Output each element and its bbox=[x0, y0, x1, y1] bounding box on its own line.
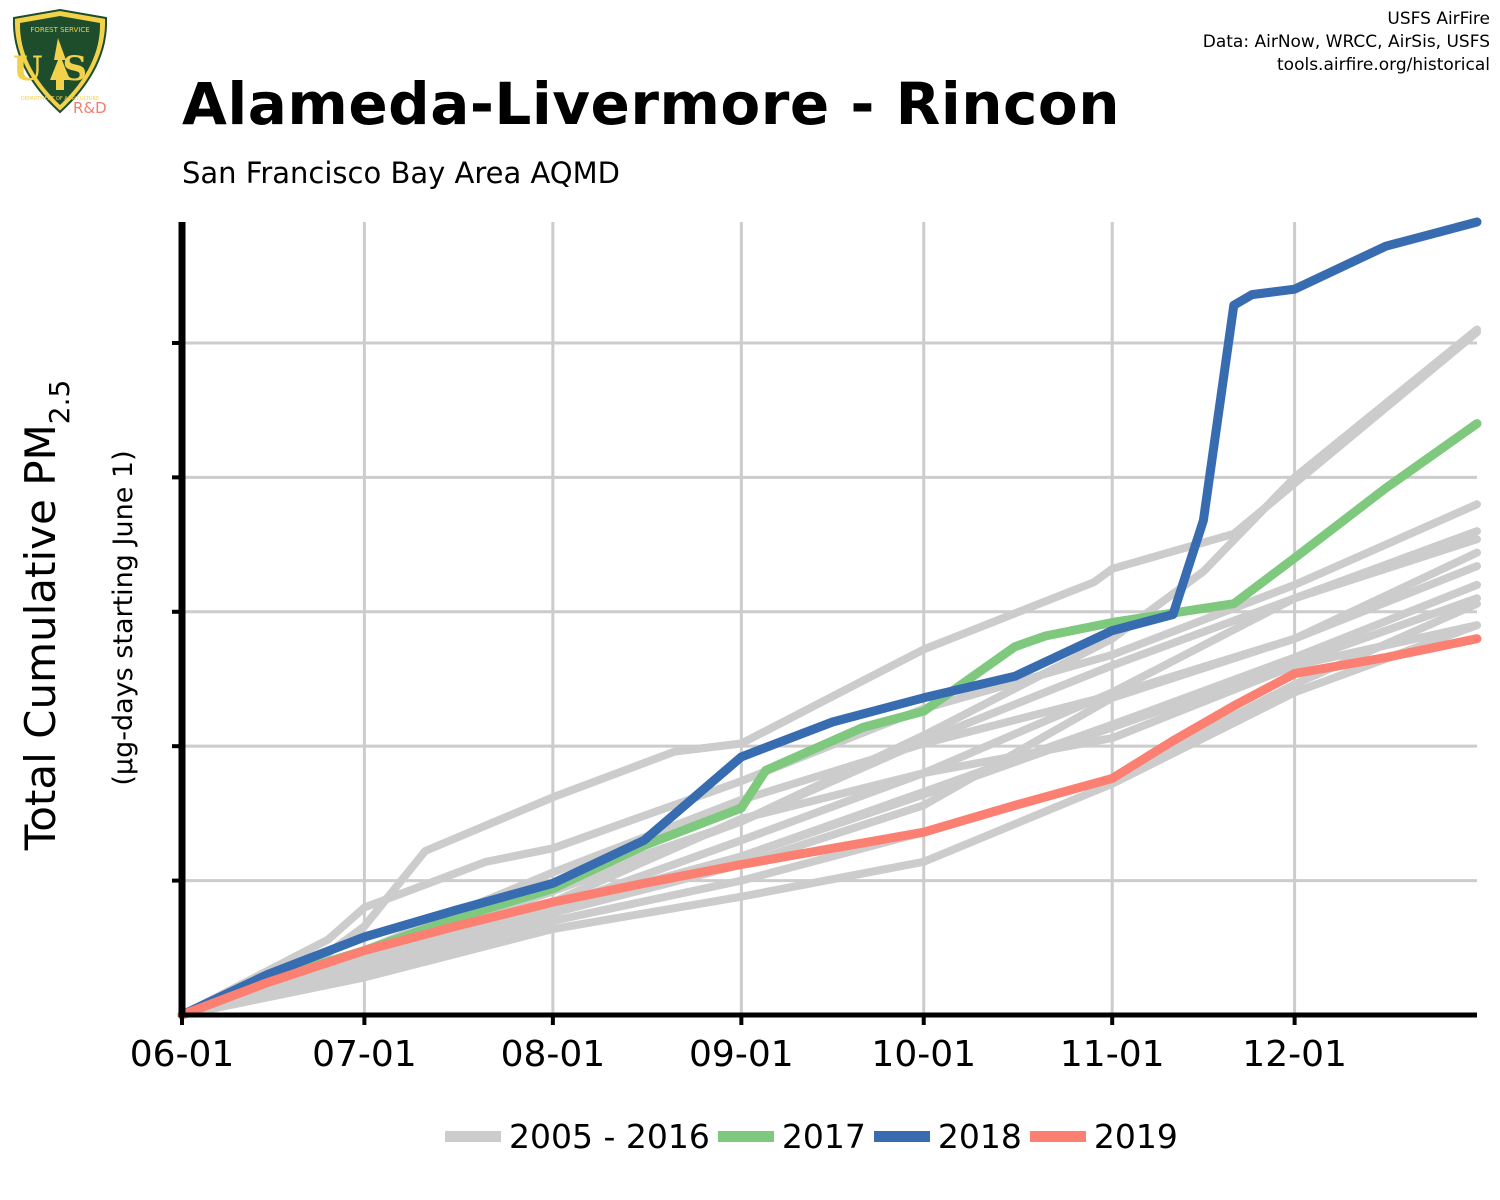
x-tick-label: 11-01 bbox=[1060, 1034, 1165, 1075]
usfs-shield-logo: US FOREST SERVICE DEPARTMENT OF AGRICULT… bbox=[8, 8, 112, 118]
y-axis-title-main: Total Cumulative PM bbox=[16, 424, 65, 851]
legend-label: 2019 bbox=[1093, 1116, 1178, 1156]
x-tick-label: 10-01 bbox=[871, 1034, 976, 1075]
background-series-group bbox=[178, 325, 1481, 1019]
legend-swatch bbox=[445, 1130, 501, 1142]
y-axis-title: Total Cumulative PM2.5 bbox=[16, 380, 76, 852]
credit-line: tools.airfire.org/historical bbox=[1277, 55, 1490, 75]
x-tick-label: 12-01 bbox=[1242, 1034, 1347, 1075]
chart-title: Alameda-Livermore - Rincon bbox=[182, 70, 1121, 138]
legend-item: 2018 bbox=[873, 1116, 1022, 1156]
legend-swatch bbox=[873, 1130, 930, 1142]
legend: 2005 - 2016 2017 2018 2019 bbox=[445, 1116, 1186, 1156]
legend-swatch bbox=[1029, 1130, 1086, 1142]
grid-lines bbox=[182, 222, 1477, 1015]
highlight-series-group bbox=[177, 217, 1482, 1020]
logo-bottom-text: DEPARTMENT OF AGRICULTURE bbox=[21, 96, 99, 102]
credit-line: USFS AirFire bbox=[1387, 9, 1490, 29]
legend-label: 2018 bbox=[937, 1116, 1022, 1156]
logo-top-text: FOREST SERVICE bbox=[30, 26, 89, 34]
series-line-2019 bbox=[177, 634, 1482, 1020]
legend-item: 2017 bbox=[717, 1116, 866, 1156]
legend-label: 2005 - 2016 bbox=[509, 1116, 710, 1156]
series-line-2005-2016 bbox=[178, 594, 1481, 1019]
axes bbox=[172, 222, 1477, 1025]
legend-item: 2005 - 2016 bbox=[445, 1117, 710, 1156]
logo-rd-label: R&D bbox=[73, 99, 107, 117]
legend-item: 2019 bbox=[1029, 1116, 1178, 1156]
legend-swatch bbox=[717, 1130, 774, 1142]
series-line-2005-2016 bbox=[178, 500, 1481, 1019]
y-axis-units: (µg-days starting June 1) bbox=[108, 450, 139, 785]
series-line-2005-2016 bbox=[178, 599, 1481, 1019]
credit-line: Data: AirNow, WRCC, AirSis, USFS bbox=[1202, 32, 1490, 52]
series-line-2005-2016 bbox=[178, 621, 1481, 1019]
chart-subtitle: San Francisco Bay Area AQMD bbox=[182, 156, 620, 190]
series-line-2018 bbox=[177, 217, 1482, 1020]
series-line-2017 bbox=[177, 419, 1482, 1020]
logo-letters: US bbox=[13, 49, 107, 89]
series-line-2005-2016 bbox=[178, 328, 1481, 1019]
legend-label: 2017 bbox=[781, 1116, 866, 1156]
x-tick-label: 08-01 bbox=[501, 1034, 606, 1075]
shield-icon: US FOREST SERVICE DEPARTMENT OF AGRICULT… bbox=[13, 8, 108, 114]
x-tick-label: 06-01 bbox=[130, 1034, 235, 1075]
x-tick-label: 07-01 bbox=[312, 1034, 417, 1075]
y-axis-title-subscript: 2.5 bbox=[43, 380, 76, 425]
credits-block: USFS AirFire Data: AirNow, WRCC, AirSis,… bbox=[1203, 8, 1490, 77]
x-tick-label: 09-01 bbox=[689, 1034, 794, 1075]
x-tick-labels: 06-01 07-01 08-01 09-01 10-01 11-01 12-01 bbox=[130, 1034, 1347, 1075]
